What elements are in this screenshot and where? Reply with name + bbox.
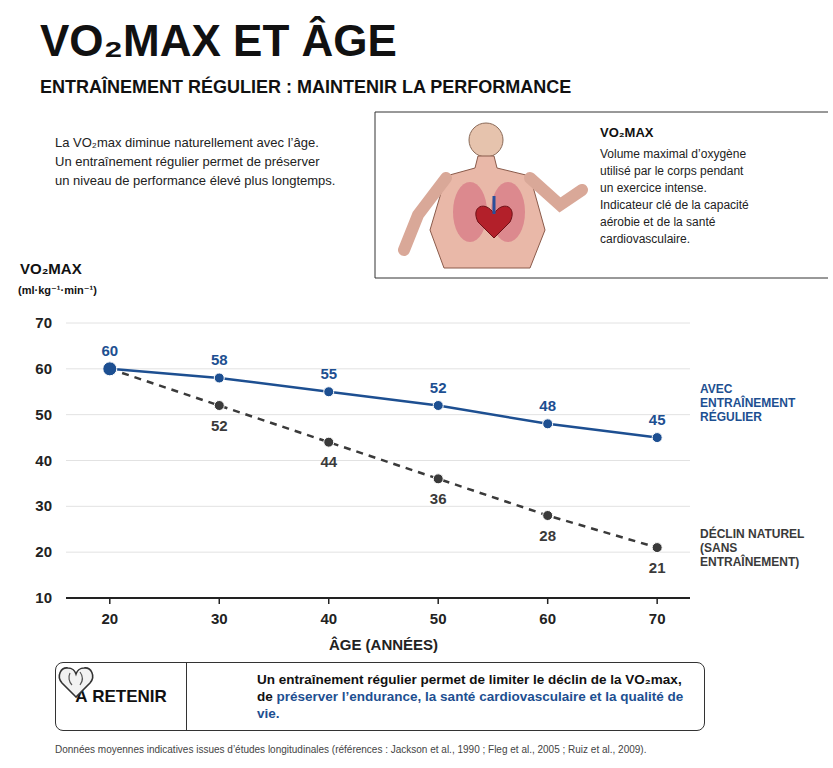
takeaway-text: Un entraînement régulier permet de limit… bbox=[253, 663, 704, 730]
legend-label-line: DÉCLIN NATUREL bbox=[700, 526, 804, 541]
takeaway-line: Un entraînement régulier permet de limit… bbox=[257, 672, 682, 687]
data-label: 36 bbox=[430, 490, 447, 507]
y-tick-label: 50 bbox=[35, 406, 52, 423]
series-point bbox=[652, 543, 662, 553]
y-tick-label: 20 bbox=[35, 543, 52, 560]
series-point bbox=[324, 387, 334, 397]
y-tick-label: 30 bbox=[35, 497, 52, 514]
series-line bbox=[110, 369, 657, 438]
x-tick-label: 20 bbox=[101, 610, 118, 627]
data-label: 58 bbox=[211, 351, 228, 368]
y-axis-title: VO₂MAX bbox=[20, 260, 82, 277]
data-label: 52 bbox=[211, 417, 228, 434]
intro-text: Un entraînement régulier permet de prése… bbox=[55, 154, 320, 169]
x-tick-label: 30 bbox=[211, 610, 228, 627]
grid bbox=[66, 323, 690, 598]
takeaway-highlight: préserver l’endurance, la santé cardiova… bbox=[257, 689, 683, 721]
x-tick bbox=[328, 598, 330, 604]
series-point bbox=[543, 511, 553, 521]
definition-text: Volume maximal d’oxygène bbox=[600, 147, 746, 161]
heart-detail bbox=[69, 672, 82, 685]
data-label: 52 bbox=[430, 379, 447, 396]
data-label: 44 bbox=[320, 453, 337, 470]
series-point bbox=[433, 401, 443, 411]
title: VO₂MAX ET ÂGE bbox=[40, 16, 397, 65]
intro-text: La VO₂max diminue naturellement avec l’â… bbox=[55, 135, 319, 150]
series-point bbox=[433, 474, 443, 484]
series-point bbox=[103, 362, 117, 376]
y-axis-units: (ml·kg⁻¹·min⁻¹) bbox=[18, 284, 97, 296]
labels: 60 58 55 52 48 45 52 44 36 28 21 AVECENTRAÎNEMENTRÉ… bbox=[101, 342, 804, 576]
series-point bbox=[324, 437, 334, 447]
y-tick-label: 70 bbox=[35, 314, 52, 331]
chart-svg: VO₂MAX ET ÂGE ENTRAÎNEMENT RÉGULIER : MAI… bbox=[0, 0, 833, 768]
legend-label-line: ENTRAÎNEMENT bbox=[700, 395, 796, 410]
x-tick-label: 70 bbox=[649, 610, 666, 627]
definition-text: aérobie et de la santé bbox=[600, 215, 716, 229]
illustration-arm bbox=[404, 178, 446, 250]
plot-area bbox=[103, 362, 662, 553]
legend-label-line: RÉGULIER bbox=[700, 409, 762, 424]
definition-text: Indicateur clé de la capacité bbox=[600, 198, 749, 212]
grid-line bbox=[66, 414, 690, 415]
panel-rule bbox=[375, 278, 828, 279]
grid-line bbox=[66, 460, 690, 461]
source-note: Données moyennes indicatives issues d’ét… bbox=[55, 744, 646, 755]
x-tick bbox=[437, 598, 439, 604]
legend-label-line: (SANS bbox=[700, 541, 737, 555]
grid-line bbox=[66, 598, 690, 599]
subtitle: ENTRAÎNEMENT RÉGULIER : MAINTENIR LA PER… bbox=[40, 76, 571, 97]
y-tick-label: 10 bbox=[35, 589, 52, 606]
definition-text: utilisé par le corps pendant bbox=[600, 164, 744, 178]
x-axis bbox=[66, 597, 690, 599]
illustration-vessel bbox=[493, 196, 496, 214]
x-axis-title: ÂGE (ANNÉES) bbox=[329, 636, 438, 653]
heart-icon bbox=[56, 663, 96, 703]
y-tick-label: 60 bbox=[35, 360, 52, 377]
series-point bbox=[652, 433, 662, 443]
series-point bbox=[214, 373, 224, 383]
x-tick-label: 50 bbox=[430, 610, 447, 627]
data-label: 48 bbox=[539, 397, 556, 414]
x-tick bbox=[109, 598, 111, 604]
illustration bbox=[404, 123, 582, 268]
legend-label: DÉCLIN NATUREL(SANSENTRAÎNEMENT) bbox=[700, 526, 804, 569]
data-label: 45 bbox=[649, 411, 666, 428]
grid-line bbox=[66, 552, 690, 553]
illustration-arm bbox=[530, 178, 582, 205]
definition-title: VO₂MAX bbox=[600, 125, 654, 140]
y-tick-label: 40 bbox=[35, 452, 52, 469]
x-tick bbox=[547, 598, 549, 604]
x-tick bbox=[219, 598, 221, 604]
series-point bbox=[214, 401, 224, 411]
grid-line bbox=[66, 368, 690, 369]
illustration-head bbox=[469, 123, 503, 157]
x-tick-label: 60 bbox=[539, 610, 556, 627]
takeaway-line: de bbox=[257, 689, 273, 704]
grid-line bbox=[66, 506, 690, 507]
data-label: 21 bbox=[649, 559, 666, 576]
panel-rule bbox=[375, 112, 376, 278]
legend-label: AVECENTRAÎNEMENTRÉGULIER bbox=[700, 382, 796, 424]
series-line bbox=[110, 369, 657, 548]
intro-text: un niveau de performance élevé plus long… bbox=[55, 173, 335, 188]
series-point bbox=[103, 362, 117, 376]
data-label: 28 bbox=[539, 527, 556, 544]
x-tick-label: 40 bbox=[320, 610, 337, 627]
panel-rule bbox=[375, 112, 828, 113]
grid-line bbox=[66, 323, 690, 324]
x-tick bbox=[656, 598, 658, 604]
definition-text: un exercice intense. bbox=[600, 181, 707, 195]
takeaway-box: À RETENIRUn entraînement régulier permet… bbox=[55, 662, 705, 731]
series-point bbox=[543, 419, 553, 429]
data-label: 55 bbox=[320, 365, 337, 382]
definition-text: cardiovasculaire. bbox=[600, 232, 690, 246]
legend-label-line: ENTRAÎNEMENT) bbox=[700, 554, 799, 569]
takeaway-icon bbox=[187, 663, 253, 730]
heart-outline bbox=[59, 668, 92, 697]
legend-label-line: AVEC bbox=[700, 382, 733, 396]
page: VO₂MAX ET ÂGE ENTRAÎNEMENT RÉGULIER : MAI… bbox=[0, 0, 833, 768]
data-label: 60 bbox=[101, 342, 118, 359]
